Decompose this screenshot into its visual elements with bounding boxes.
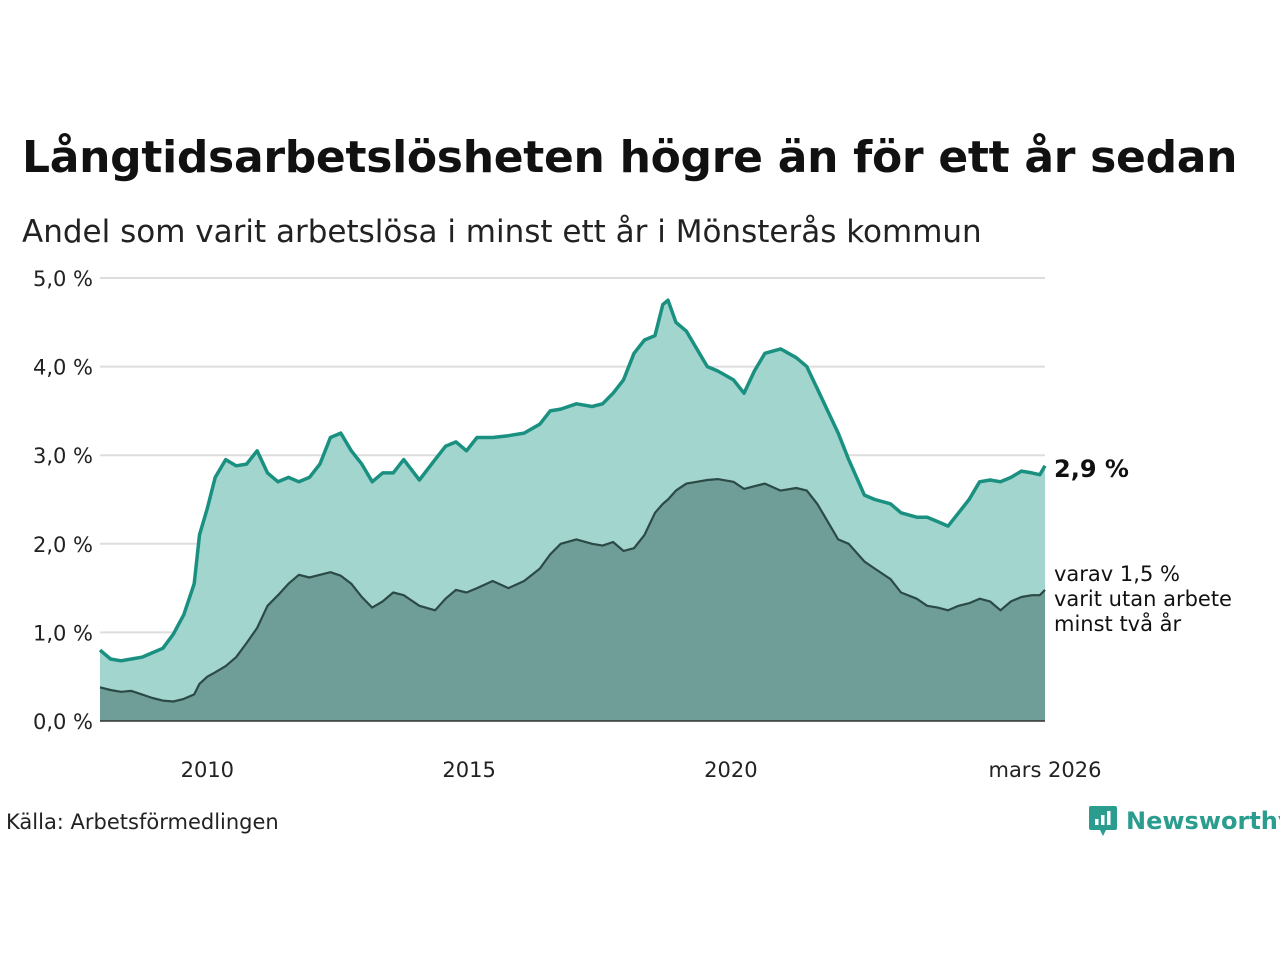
- y-tick-label: 2,0 %: [33, 533, 93, 557]
- x-axis: 2010 2015 2020 mars 2026: [181, 758, 1102, 782]
- sub-series-end-label: varit utan arbete: [1054, 587, 1232, 611]
- source-note: Källa: Arbetsförmedlingen: [6, 810, 279, 834]
- series-total-line: [98, 298, 1047, 663]
- y-axis: 0,0 % 1,0 % 2,0 % 3,0 % 4,0 % 5,0 %: [33, 267, 93, 734]
- plot-area: [98, 298, 1047, 722]
- x-tick-label: 2010: [181, 758, 234, 782]
- sub-series-end-label: minst två år: [1054, 611, 1182, 636]
- x-tick-label: 2015: [442, 758, 495, 782]
- y-tick-label: 0,0 %: [33, 710, 93, 734]
- y-tick-label: 5,0 %: [33, 267, 93, 291]
- sub-series-end-label: varav 1,5 %: [1054, 562, 1180, 586]
- newsworthy-logo-icon: [1089, 806, 1117, 836]
- y-tick-label: 1,0 %: [33, 621, 93, 645]
- series-two-years-area: [100, 479, 1045, 721]
- chart-subtitle: Andel som varit arbetslösa i minst ett å…: [22, 214, 982, 250]
- y-tick-label: 4,0 %: [33, 356, 93, 380]
- y-tick-label: 3,0 %: [33, 444, 93, 468]
- brand-name: Newsworthy: [1126, 807, 1280, 835]
- series-two-years-line: [99, 478, 1046, 703]
- chart-title: Långtidsarbetslösheten högre än för ett …: [22, 132, 1238, 183]
- x-tick-label: 2020: [704, 758, 757, 782]
- x-tick-label: mars 2026: [988, 758, 1101, 782]
- newsworthy-logo: Newsworthy: [1088, 804, 1280, 838]
- main-series-end-label: 2,9 %: [1054, 455, 1129, 483]
